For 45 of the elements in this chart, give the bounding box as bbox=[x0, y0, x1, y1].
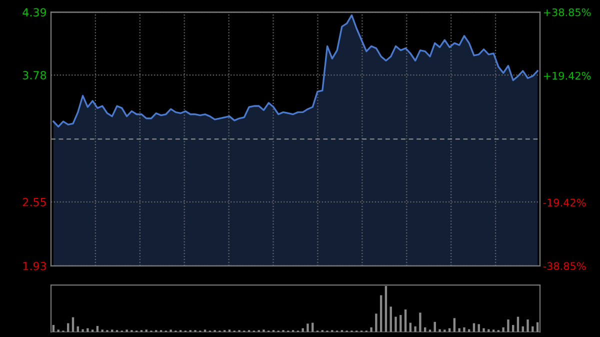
y-tick-label: 2.55 bbox=[22, 198, 46, 206]
bar bbox=[67, 323, 70, 332]
bar bbox=[375, 314, 378, 332]
bar bbox=[306, 324, 309, 332]
bar bbox=[72, 317, 74, 332]
y-tick-label: 4.39 bbox=[22, 8, 46, 17]
y-tick-label: 3.78 bbox=[22, 71, 46, 80]
bar bbox=[512, 325, 514, 332]
bar bbox=[384, 286, 388, 332]
bar bbox=[86, 328, 89, 332]
bar bbox=[453, 318, 456, 332]
y2-tick-label: +19.42% bbox=[544, 72, 591, 80]
bar bbox=[472, 323, 476, 332]
bar bbox=[488, 329, 490, 332]
bar bbox=[478, 324, 480, 332]
bar bbox=[502, 327, 504, 332]
bar bbox=[434, 322, 436, 332]
bar bbox=[419, 312, 422, 332]
bar bbox=[76, 326, 79, 332]
bar bbox=[400, 314, 402, 332]
bar bbox=[458, 328, 460, 332]
bar bbox=[482, 328, 485, 332]
bar bbox=[390, 306, 392, 332]
y-tick-label: 1.93 bbox=[23, 262, 46, 270]
bar bbox=[522, 326, 524, 332]
bar bbox=[526, 320, 529, 332]
bar bbox=[463, 327, 466, 332]
bar bbox=[394, 316, 397, 332]
bar bbox=[468, 329, 470, 332]
bar bbox=[82, 329, 84, 332]
bar bbox=[516, 316, 520, 332]
bar bbox=[370, 327, 372, 332]
bar bbox=[438, 329, 441, 332]
bar bbox=[96, 326, 99, 332]
y2-tick-label: +38.85% bbox=[544, 8, 591, 16]
bar bbox=[414, 326, 416, 332]
y2-tick-label: -38.85% bbox=[543, 262, 586, 270]
bar bbox=[507, 320, 510, 332]
bar bbox=[52, 325, 55, 332]
bar bbox=[404, 309, 407, 332]
bar bbox=[424, 327, 426, 332]
y2-tick-label: -19.42% bbox=[543, 198, 586, 207]
bar bbox=[532, 326, 534, 332]
bar bbox=[302, 328, 304, 332]
bar bbox=[380, 295, 382, 332]
